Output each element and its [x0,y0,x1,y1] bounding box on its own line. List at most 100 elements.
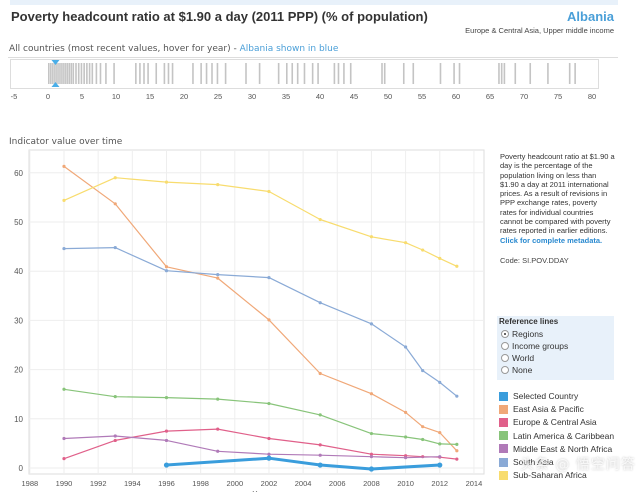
data-point[interactable] [317,462,323,468]
country-bar[interactable] [163,63,166,84]
data-point[interactable] [369,431,374,436]
data-point[interactable] [368,466,375,472]
data-point[interactable] [438,455,442,459]
country-bar[interactable] [453,63,455,84]
country-bar[interactable] [311,63,314,84]
country-bar[interactable] [192,63,194,84]
country-bar[interactable] [147,63,149,84]
country-bar[interactable] [72,63,75,84]
country-bar[interactable] [52,63,54,84]
data-point[interactable] [62,387,66,391]
country-bar[interactable] [77,63,80,84]
data-point[interactable] [404,241,408,245]
country-bar[interactable] [91,63,94,84]
radio-button[interactable] [501,354,509,362]
data-point[interactable] [318,453,322,457]
country-bar[interactable] [498,63,500,84]
data-point[interactable] [164,438,169,443]
data-point[interactable] [369,455,374,459]
data-point[interactable] [267,436,271,441]
data-point[interactable] [216,427,220,431]
country-bar[interactable] [500,63,503,84]
country-bar[interactable] [333,63,336,84]
country-bar[interactable] [167,63,170,84]
data-point[interactable] [62,246,66,251]
data-point[interactable] [62,164,66,169]
data-point[interactable] [216,449,220,453]
country-bar[interactable] [547,63,549,84]
country-bar[interactable] [317,63,319,84]
country-name[interactable]: Albania [567,9,614,24]
country-bar[interactable] [60,63,62,84]
radio-world[interactable]: World [501,353,534,363]
data-point[interactable] [164,265,169,269]
radio-button[interactable] [501,330,509,338]
data-point[interactable] [62,436,66,441]
data-point[interactable] [267,275,271,280]
country-bar[interactable] [503,63,506,84]
country-bar[interactable] [224,63,227,84]
data-point[interactable] [113,202,117,206]
data-point[interactable] [455,449,459,453]
data-point[interactable] [216,276,220,280]
country-bar[interactable] [343,63,345,84]
country-bar[interactable] [95,63,98,84]
data-point[interactable] [455,394,459,398]
data-point[interactable] [438,256,442,261]
legend-item[interactable]: Sub-Saharan Africa [499,470,587,480]
data-point[interactable] [163,462,170,468]
data-point[interactable] [216,183,220,187]
country-bar[interactable] [574,63,576,84]
data-point[interactable] [113,434,117,438]
country-bar[interactable] [568,63,571,84]
country-bar[interactable] [155,63,158,84]
country-bar[interactable] [56,63,58,84]
data-point[interactable] [438,442,442,446]
country-bar[interactable] [383,63,386,84]
data-point[interactable] [437,462,443,468]
data-point[interactable] [318,217,322,222]
data-point[interactable] [369,452,374,456]
data-point[interactable] [113,176,117,180]
country-bar[interactable] [412,63,415,84]
country-bar[interactable] [48,63,50,84]
country-bar[interactable] [291,63,294,84]
data-point[interactable] [438,430,442,435]
country-bar[interactable] [83,63,85,84]
data-point[interactable] [404,345,408,349]
legend-item[interactable]: Latin America & Caribbean [499,431,614,441]
country-bar[interactable] [113,63,115,84]
country-bar[interactable] [296,63,299,84]
data-point[interactable] [164,180,169,184]
data-point[interactable] [455,442,459,446]
data-point[interactable] [404,456,408,460]
data-point[interactable] [455,264,459,268]
radio-regions[interactable]: Regions [501,329,543,339]
country-bar[interactable] [381,63,383,84]
country-bar[interactable] [245,63,247,84]
country-bar[interactable] [88,63,91,84]
country-bar[interactable] [211,63,213,84]
country-bar[interactable] [70,63,73,84]
data-point[interactable] [216,273,220,277]
legend-item[interactable]: East Asia & Pacific [499,404,584,414]
country-bar[interactable] [105,63,107,84]
country-bar[interactable] [135,63,137,84]
data-point[interactable] [164,429,169,433]
data-point[interactable] [421,368,425,373]
data-point[interactable] [318,301,322,305]
country-bar[interactable] [139,63,141,84]
country-bar[interactable] [64,63,66,84]
country-bar[interactable] [171,63,174,84]
data-point[interactable] [267,452,271,456]
data-point[interactable] [421,425,425,429]
country-bar[interactable] [58,63,60,84]
radio-income-groups[interactable]: Income groups [501,341,568,351]
country-bar[interactable] [277,63,280,84]
data-point[interactable] [421,437,425,442]
data-point[interactable] [267,189,271,194]
data-point[interactable] [455,457,459,461]
data-point[interactable] [216,397,220,401]
country-bar[interactable] [337,63,340,84]
data-point[interactable] [369,235,374,239]
